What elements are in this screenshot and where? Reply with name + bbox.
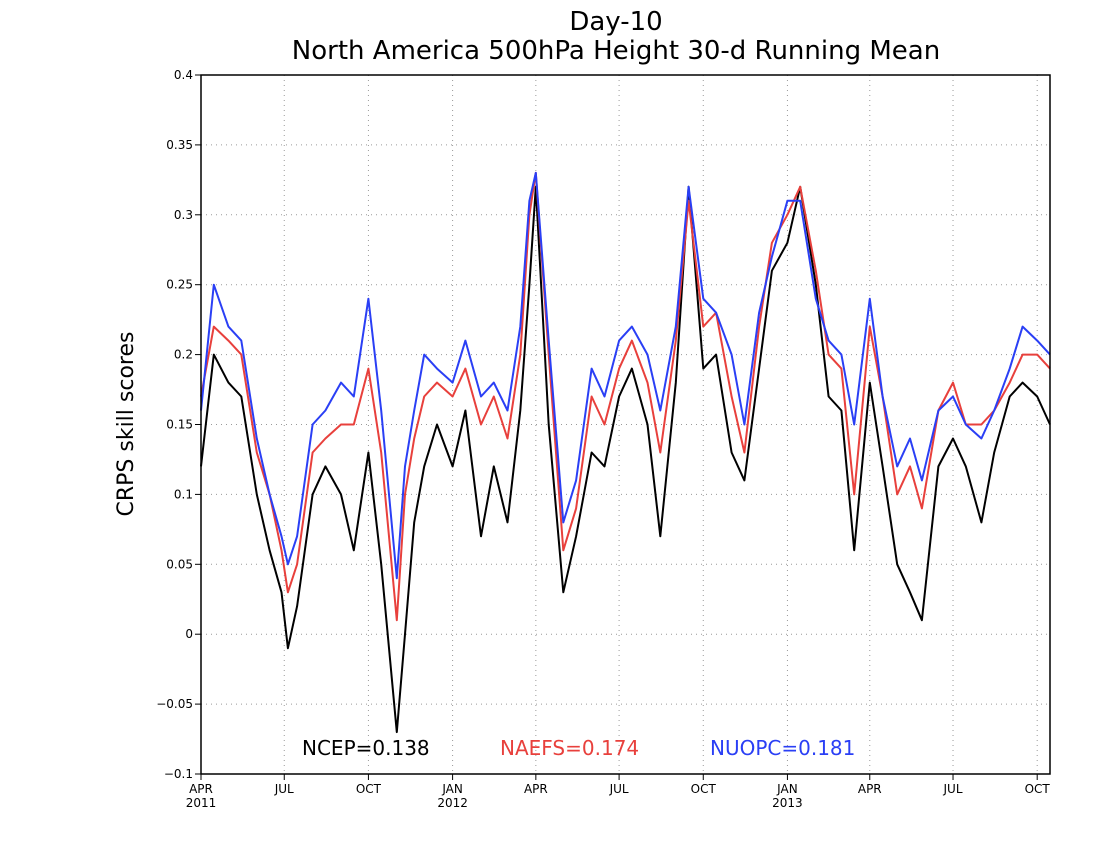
y-tick-label: 0.3	[174, 208, 193, 222]
y-tick-label: 0.35	[166, 138, 193, 152]
x-tick-year: 2013	[772, 796, 803, 810]
legend: NCEP=0.138 NAEFS=0.174 NUOPC=0.181	[302, 736, 855, 760]
series-line-nuopc	[200, 171, 1051, 580]
x-tick-year: 2011	[186, 796, 217, 810]
y-axis-label: CRPS skill scores	[114, 332, 139, 517]
x-tick-label: APR	[189, 782, 213, 796]
y-tick-label: 0.15	[166, 418, 193, 432]
x-tick-label: OCT	[356, 782, 382, 796]
x-tick-year: 2012	[437, 796, 468, 810]
plot-frame	[200, 74, 1051, 775]
y-tick-label: 0.4	[174, 68, 193, 82]
series-line-ncep	[200, 185, 1051, 734]
legend-item-naefs: NAEFS=0.174	[500, 736, 639, 760]
x-tick-label: OCT	[691, 782, 717, 796]
y-tick-label: 0.2	[174, 348, 193, 362]
legend-item-ncep: NCEP=0.138	[302, 736, 430, 760]
x-tick-label: APR	[524, 782, 548, 796]
x-tick-label: OCT	[1025, 782, 1051, 796]
chart-title-line2: North America 500hPa Height 30-d Running…	[292, 36, 940, 66]
x-tick-label: JUL	[943, 782, 963, 796]
x-tick-label: JUL	[609, 782, 629, 796]
grid	[201, 75, 1050, 774]
legend-item-nuopc: NUOPC=0.181	[710, 736, 855, 760]
y-tick-label: 0.1	[174, 487, 193, 501]
x-tick-label: JAN	[441, 782, 463, 796]
y-tick-label: −0.1	[164, 767, 193, 781]
y-tick-label: −0.05	[156, 697, 193, 711]
y-tick-label: 0.25	[166, 278, 193, 292]
x-tick-label: JUL	[274, 782, 294, 796]
y-tick-label: 0	[185, 627, 193, 641]
chart-title-line1: Day-10	[569, 7, 662, 37]
x-tick-label: APR	[858, 782, 882, 796]
y-axis-ticks: −0.1 −0.05 0 0.05 0.1 0.15 0.2 0.25 0.3 0.35 0.4	[156, 68, 201, 781]
x-tick-label: JAN	[776, 782, 798, 796]
y-tick-label: 0.05	[166, 557, 193, 571]
plot-series	[200, 171, 1051, 734]
series-line-naefs	[200, 171, 1051, 622]
